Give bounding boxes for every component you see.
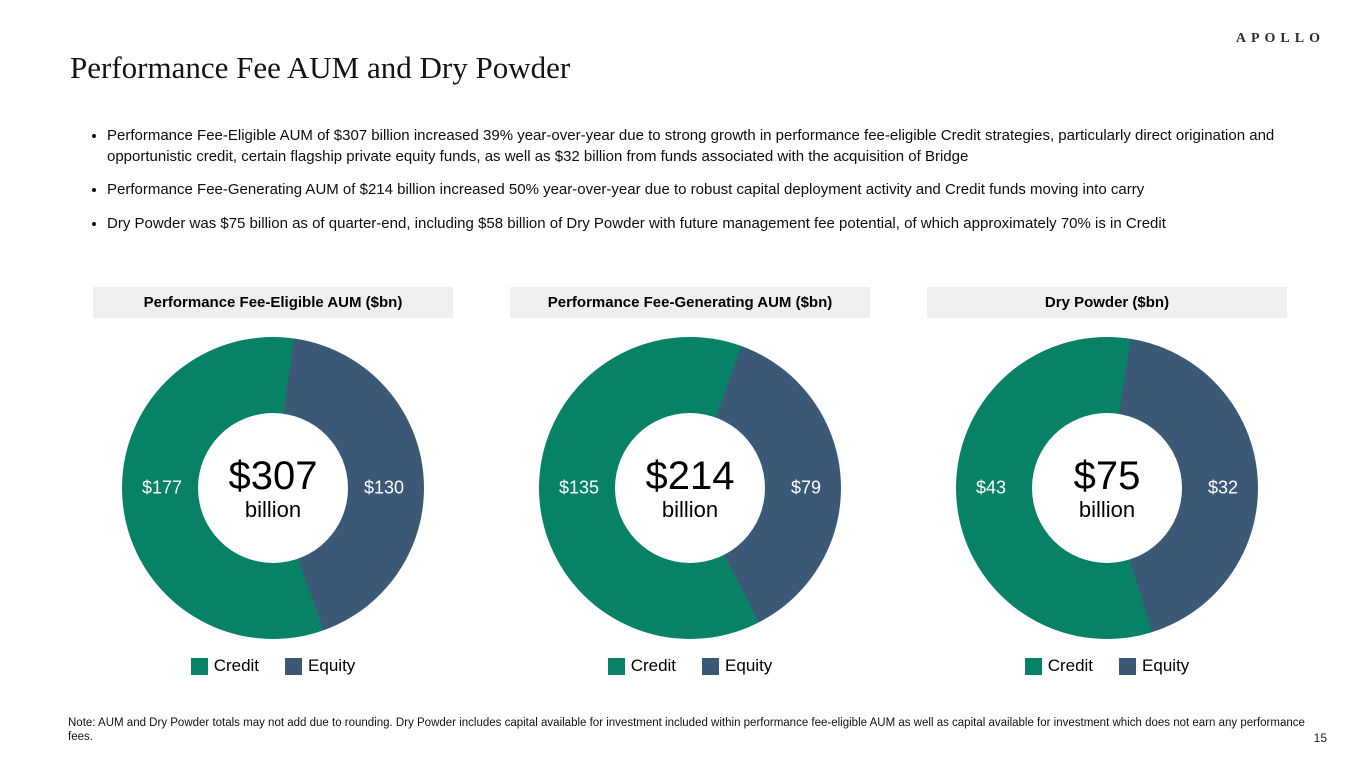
chart-fee-eligible-aum: Performance Fee-Eligible AUM ($bn) $307 … [93,287,453,676]
donut-chart: $307 billion $177 $130 [122,337,424,639]
equity-swatch-icon [702,657,720,675]
equity-segment-label: $32 [1207,477,1238,498]
legend-label: Equity [308,656,356,675]
legend-label: Credit [630,656,677,675]
credit-swatch-icon [1024,657,1042,675]
donut-center: $307 billion [198,413,348,563]
legend-label: Credit [1047,656,1094,675]
credit-segment-label: $177 [142,477,183,498]
equity-swatch-icon [285,657,303,675]
legend-item-credit: Credit [607,656,677,676]
chart-title: Dry Powder ($bn) [927,287,1287,318]
donut-chart: $214 billion $135 $79 [539,337,841,639]
bullet-item: Performance Fee-Generating AUM of $214 b… [107,180,1362,201]
chart-fee-generating-aum: Performance Fee-Generating AUM ($bn) $21… [510,287,870,676]
legend-label: Equity [1142,656,1190,675]
center-unit: billion [1078,496,1136,522]
bullet-item: Dry Powder was $75 billion as of quarter… [107,214,1362,235]
legend-item-equity: Equity [1119,656,1189,676]
chart-legend: Credit Equity [190,656,355,676]
center-unit: billion [661,496,719,522]
credit-swatch-icon [607,657,625,675]
bullet-list: Performance Fee-Eligible AUM of $307 bil… [70,126,1362,247]
page-number: 15 [1313,731,1327,745]
legend-item-equity: Equity [702,656,772,676]
credit-segment-label: $43 [976,477,1007,498]
center-value: $307 [228,453,318,498]
donut-center: $214 billion [615,413,765,563]
legend-label: Credit [213,656,260,675]
credit-swatch-icon [190,657,208,675]
apollo-logo: APOLLO [1235,31,1325,46]
credit-segment-label: $135 [559,477,600,498]
donut-center: $75 billion [1032,413,1182,563]
center-value: $214 [645,453,735,498]
legend-item-equity: Equity [285,656,355,676]
donut-chart: $75 billion $43 $32 [956,337,1258,639]
equity-segment-label: $130 [363,477,404,498]
equity-segment-label: $79 [790,477,821,498]
legend-label: Equity [725,656,773,675]
equity-swatch-icon [1119,657,1137,675]
page-title: Performance Fee AUM and Dry Powder [70,50,571,85]
chart-dry-powder: Dry Powder ($bn) $75 billion $43 $32 Cre… [927,287,1287,676]
charts-row: Performance Fee-Eligible AUM ($bn) $307 … [93,287,1287,676]
chart-title: Performance Fee-Generating AUM ($bn) [510,287,870,318]
bullet-item: Performance Fee-Eligible AUM of $307 bil… [107,126,1362,167]
footnote: Note: AUM and Dry Powder totals may not … [68,717,1305,743]
chart-title: Performance Fee-Eligible AUM ($bn) [93,287,453,318]
chart-legend: Credit Equity [607,656,772,676]
chart-legend: Credit Equity [1024,656,1189,676]
legend-item-credit: Credit [1024,656,1094,676]
legend-item-credit: Credit [190,656,260,676]
center-value: $75 [1073,453,1141,498]
center-unit: billion [244,496,302,522]
